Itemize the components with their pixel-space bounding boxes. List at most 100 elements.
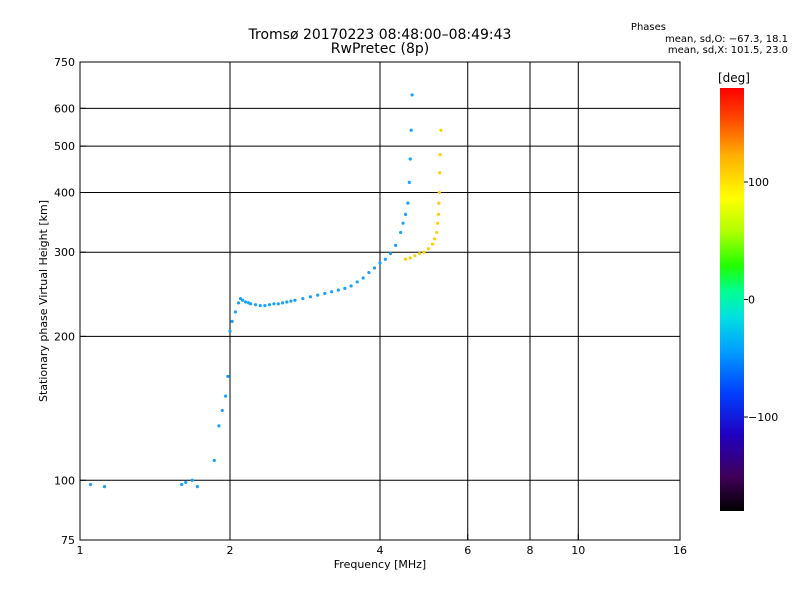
scatter-point bbox=[417, 252, 422, 256]
y-tick-label: 400 bbox=[54, 186, 75, 199]
scatter-point bbox=[289, 299, 293, 303]
y-tick-label: 300 bbox=[54, 246, 75, 259]
scatter-point bbox=[280, 301, 285, 305]
x-tick-label: 10 bbox=[571, 544, 585, 557]
scatter-point bbox=[241, 298, 245, 302]
scatter-point bbox=[349, 284, 353, 288]
x-tick-label: 8 bbox=[527, 544, 534, 557]
scatter-point bbox=[403, 257, 408, 261]
scatter-point bbox=[394, 243, 398, 248]
scatter-point bbox=[403, 212, 408, 216]
scatter-point bbox=[244, 300, 248, 304]
scatter-point bbox=[439, 128, 443, 132]
scatter-point bbox=[293, 298, 297, 302]
scatter-point bbox=[316, 293, 320, 297]
x-tick-label: 6 bbox=[464, 544, 471, 557]
scatter-point bbox=[372, 266, 377, 270]
scatter-point bbox=[236, 301, 241, 305]
chart-subtitle: RwPretec (8p) bbox=[330, 41, 430, 57]
scatter-point bbox=[267, 303, 272, 307]
scatter-point bbox=[430, 242, 435, 246]
y-tick-label: 750 bbox=[54, 56, 75, 69]
x-tick-label: 1 bbox=[77, 544, 84, 557]
scatter-point bbox=[249, 302, 253, 306]
scatter-point bbox=[330, 290, 334, 294]
y-tick-label: 500 bbox=[54, 140, 75, 153]
scatter-point bbox=[190, 478, 194, 482]
scatter-point bbox=[410, 93, 414, 97]
scatter-point bbox=[436, 212, 441, 216]
scatter-point bbox=[272, 302, 276, 306]
colorbar-unit-label: [deg] bbox=[718, 71, 750, 85]
scatter-point bbox=[88, 482, 93, 487]
scatter-point bbox=[383, 257, 387, 261]
scatter-point bbox=[438, 153, 442, 157]
y-tick-label: 100 bbox=[54, 474, 75, 487]
colorbar bbox=[720, 88, 744, 511]
colorbar-ticks: 100 0 −100 bbox=[744, 176, 778, 424]
scatter-point bbox=[336, 288, 340, 292]
scatter-point bbox=[233, 310, 237, 314]
scatter-point bbox=[230, 319, 234, 323]
data-points bbox=[88, 93, 443, 489]
scatter-point bbox=[433, 237, 437, 241]
scatter-point bbox=[388, 252, 393, 256]
scatter-point bbox=[276, 302, 280, 306]
scatter-point bbox=[343, 286, 347, 291]
scatter-point bbox=[408, 256, 412, 260]
scatter-point bbox=[253, 303, 258, 307]
scatter-point bbox=[436, 221, 440, 225]
scatter-point bbox=[361, 276, 365, 280]
scatter-point bbox=[308, 295, 313, 299]
scatter-point bbox=[195, 485, 199, 489]
y-tick-label: 200 bbox=[54, 330, 75, 343]
scatter-point bbox=[437, 190, 441, 195]
scatter-point bbox=[413, 254, 417, 258]
scatter-point bbox=[212, 458, 216, 463]
scatter-point bbox=[217, 424, 221, 428]
scatter-point bbox=[285, 300, 289, 304]
scatter-point bbox=[406, 201, 410, 205]
chart-title: Tromsø 20170223 08:48:00–08:49:43 bbox=[248, 27, 512, 43]
y-tick-label: 75 bbox=[61, 534, 75, 547]
y-axis-label: Stationary phase Virtual Height [km] bbox=[37, 200, 50, 402]
scatter-point bbox=[323, 291, 327, 296]
phase-stats-o: mean, sd,O: −67.3, 18.1 bbox=[665, 34, 788, 45]
x-tick-label: 16 bbox=[673, 544, 687, 557]
colorbar-tick-label: 0 bbox=[748, 294, 755, 307]
scatter-point bbox=[401, 221, 405, 225]
y-tick-label: 600 bbox=[54, 102, 75, 115]
scatter-point bbox=[228, 329, 232, 333]
scatter-point bbox=[367, 270, 371, 275]
scatter-point bbox=[437, 201, 441, 205]
scatter-point bbox=[180, 482, 184, 487]
colorbar-tick-label: −100 bbox=[748, 411, 778, 424]
x-tick-label: 4 bbox=[377, 544, 384, 557]
scatter-point bbox=[438, 171, 442, 175]
scatter-point bbox=[408, 157, 412, 161]
scatter-point bbox=[435, 230, 439, 235]
scatter-point bbox=[426, 247, 430, 251]
phases-heading: Phases bbox=[630, 22, 666, 33]
scatter-point bbox=[355, 280, 359, 284]
x-tick-label: 2 bbox=[227, 544, 234, 557]
scatter-point bbox=[184, 480, 188, 484]
scatter-point bbox=[399, 230, 403, 235]
scatter-point bbox=[226, 374, 230, 378]
colorbar-tick-label: 100 bbox=[748, 176, 769, 189]
scatter-point bbox=[220, 408, 224, 413]
x-axis-label: Frequency [MHz] bbox=[334, 558, 426, 571]
axes: 1 2 4 6 8 10 16 75 100 200 300 400 500 600 750 bbox=[54, 56, 687, 557]
scatter-point bbox=[422, 250, 426, 254]
scatter-point bbox=[263, 303, 267, 308]
scatter-point bbox=[102, 485, 107, 489]
scatter-point bbox=[409, 128, 413, 132]
grid-lines bbox=[80, 62, 680, 540]
scatter-point bbox=[258, 303, 262, 308]
scatter-point bbox=[301, 296, 305, 301]
scatter-point bbox=[378, 261, 382, 265]
scatter-point bbox=[407, 180, 411, 184]
phase-stats-x: mean, sd,X: 101.5, 23.0 bbox=[667, 45, 788, 56]
scatter-point bbox=[224, 394, 228, 398]
